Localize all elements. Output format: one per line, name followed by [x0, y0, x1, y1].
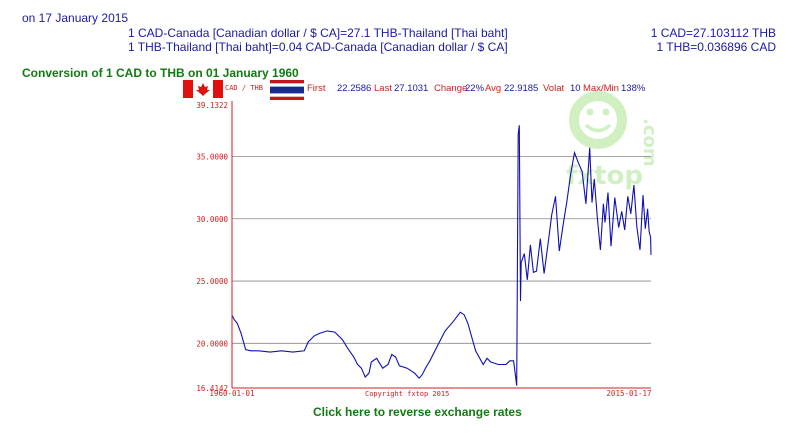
- precise-rate-cad-thb: 1 CAD=27.103112 THB: [650, 26, 776, 40]
- rate-line-thb-cad: 1 THB-Thailand [Thai baht]=0.04 CAD-Cana…: [128, 40, 508, 54]
- stat-label: Volat: [543, 83, 564, 94]
- y-tick-label: 30.0000: [196, 215, 228, 224]
- y-tick-label: 25.0000: [196, 277, 228, 286]
- stat-value: 27.1031: [394, 83, 428, 94]
- y-tick-label: 35.0000: [196, 152, 228, 161]
- y-tick-label: 16.4142: [196, 384, 228, 393]
- stat-value: 22%: [465, 83, 485, 94]
- stat-value: 22.2586: [337, 83, 371, 94]
- stat-value: 22.9185: [504, 83, 538, 94]
- stat-label: Max/Min: [583, 83, 619, 94]
- canada-flag-icon: [183, 80, 223, 98]
- stat-value: 10: [570, 83, 581, 94]
- chart-axes: [231, 101, 651, 389]
- stat-label: Change: [434, 83, 467, 94]
- reverse-rates-link[interactable]: Click here to reverse exchange rates: [313, 405, 522, 419]
- fxtop-watermark: fxtop .com: [566, 91, 660, 191]
- y-tick-label: 20.0000: [196, 339, 228, 348]
- rate-line-cad-thb: 1 CAD-Canada [Canadian dollar / $ CA]=27…: [128, 26, 508, 40]
- x-tick-label: 1960-01-01: [209, 389, 254, 398]
- watermark-smiley-icon: [569, 91, 627, 149]
- thailand-flag-icon: [270, 80, 304, 100]
- stat-label: Last: [374, 83, 392, 94]
- stat-label: First: [307, 83, 326, 94]
- y-axis-ticks: 39.1322 35.0000 30.0000 25.0000 20.0000 16.41…: [196, 101, 228, 393]
- stat-label: Avg: [485, 83, 501, 94]
- chart-copyright: Copyright fxtop 2015: [365, 390, 449, 398]
- chart-grid: [232, 156, 651, 344]
- chart-heading: Conversion of 1 CAD to THB on 01 January…: [22, 66, 299, 80]
- conversion-date: on 17 January 2015: [22, 11, 129, 25]
- x-tick-label: 2015-01-17: [606, 389, 651, 398]
- svg-text:.com: .com: [639, 118, 660, 167]
- pair-label: CAD / THB: [225, 84, 263, 92]
- x-axis-ticks: 1960-01-01 2015-01-17: [209, 389, 651, 398]
- y-tick-label: 39.1322: [196, 101, 228, 110]
- exchange-rate-chart: fxtop .com CAD / THB First 22.2586 Last 27.…: [183, 80, 660, 398]
- series-line: [231, 125, 652, 386]
- stat-value: 138%: [621, 83, 646, 94]
- precise-rate-thb-cad: 1 THB=0.036896 CAD: [656, 40, 776, 54]
- watermark-text: fxtop: [566, 161, 643, 191]
